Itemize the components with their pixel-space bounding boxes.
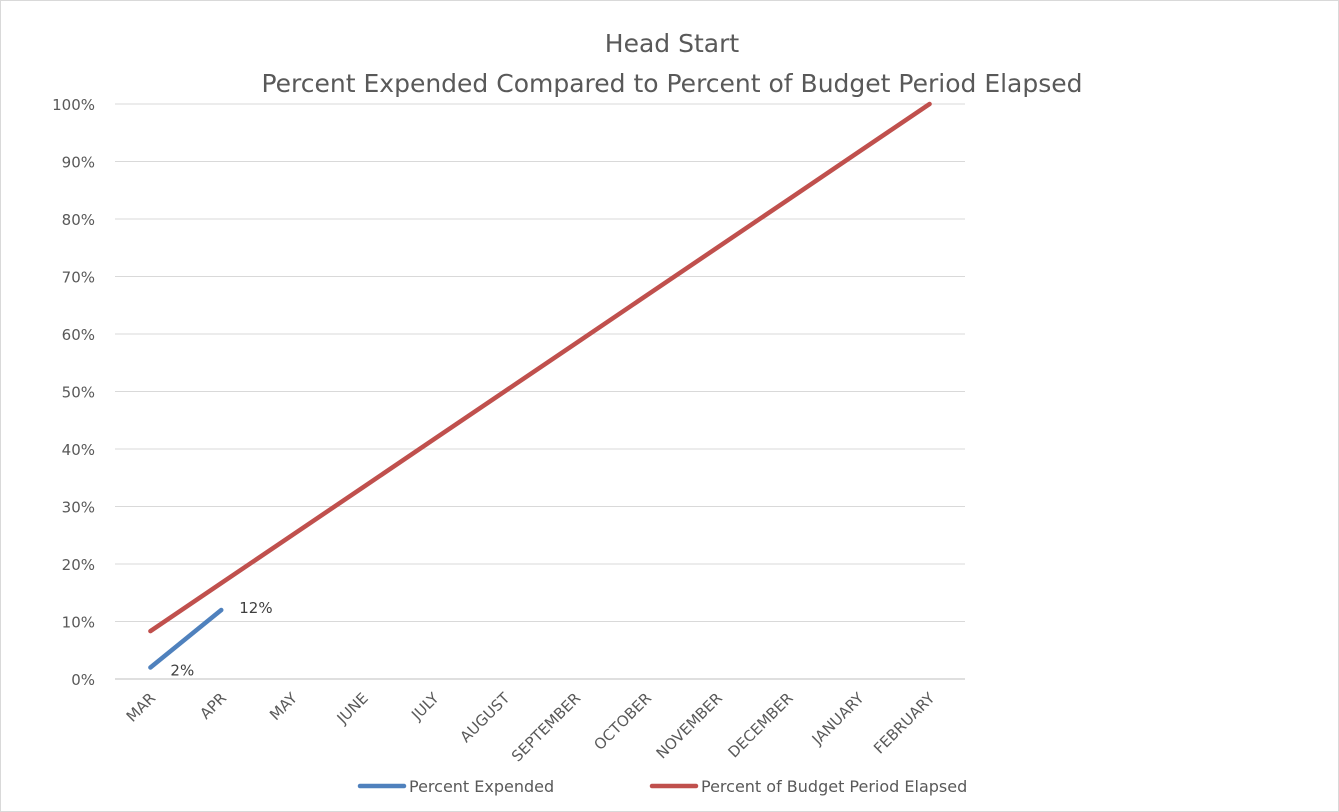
- legend-label: Percent of Budget Period Elapsed: [701, 777, 967, 796]
- x-tick-label: MAR: [123, 689, 160, 726]
- data-label: 12%: [239, 599, 272, 617]
- series-lines: [148, 101, 932, 670]
- x-tick-label: DECEMBER: [725, 689, 797, 761]
- data-labels: 2% 12%: [170, 599, 272, 680]
- legend: Percent Expended Percent of Budget Period…: [357, 777, 967, 796]
- y-tick-label: 70%: [62, 269, 95, 287]
- legend-label: Percent Expended: [409, 777, 554, 796]
- x-tick-label: FEBRUARY: [870, 689, 939, 758]
- chart-subtitle: Percent Expended Compared to Percent of …: [261, 69, 1082, 98]
- y-tick-label: 60%: [62, 326, 95, 344]
- y-tick-label: 40%: [62, 441, 95, 459]
- y-axis-ticks: 0% 10% 20% 30% 40% 50% 60% 70% 80% 90% 100%: [52, 96, 95, 689]
- y-tick-label: 0%: [71, 671, 95, 689]
- y-tick-label: 100%: [52, 96, 95, 114]
- y-tick-label: 30%: [62, 499, 95, 517]
- y-tick-label: 50%: [62, 384, 95, 402]
- x-tick-label: AUGUST: [456, 689, 514, 747]
- x-tick-label: JUNE: [333, 689, 372, 728]
- y-tick-label: 90%: [62, 154, 95, 172]
- series-line-0: [148, 607, 224, 670]
- y-tick-label: 20%: [62, 556, 95, 574]
- series-line-1: [148, 101, 932, 634]
- x-tick-label: MAY: [266, 689, 301, 724]
- data-label: 2%: [170, 662, 194, 680]
- chart-title: Head Start: [605, 29, 740, 58]
- x-tick-label: JULY: [407, 689, 443, 725]
- x-tick-label: SEPTEMBER: [508, 689, 584, 765]
- y-tick-label: 80%: [62, 211, 95, 229]
- x-tick-label: JANUARY: [808, 689, 868, 749]
- x-tick-label: OCTOBER: [590, 689, 655, 754]
- x-tick-label: APR: [196, 689, 230, 723]
- gridlines: [115, 103, 965, 680]
- y-tick-label: 10%: [62, 614, 95, 632]
- x-tick-label: NOVEMBER: [653, 689, 726, 762]
